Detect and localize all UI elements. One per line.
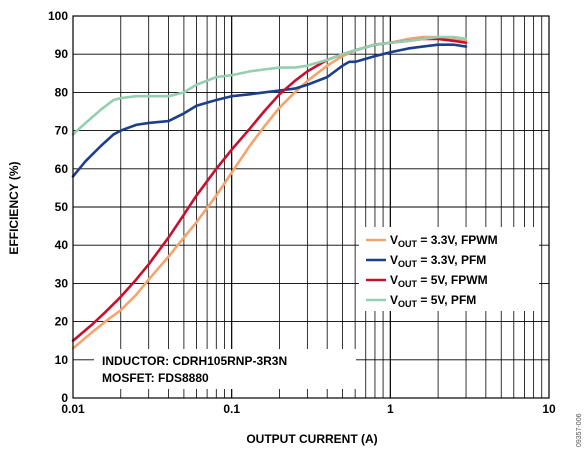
x-tick-label: 0.1 xyxy=(223,402,240,416)
legend-label-2: VOUT = 3.3V, PFM xyxy=(390,253,486,269)
x-tick-label: 1 xyxy=(387,402,394,416)
component-note: INDUCTOR: CDRH105RNP-3R3N MOSFET: FDS888… xyxy=(94,349,356,389)
y-tick-label: 0 xyxy=(61,391,68,405)
series-line-2 xyxy=(71,43,468,178)
series-line-1 xyxy=(71,35,468,350)
note-mosfet: MOSFET: FDS8880 xyxy=(102,371,209,385)
x-tick-label: 0.01 xyxy=(61,402,85,416)
y-tick-label: 100 xyxy=(48,9,68,23)
y-tick-label: 20 xyxy=(55,315,69,329)
y-tick-label: 40 xyxy=(55,238,69,252)
series-layer xyxy=(71,35,468,350)
grid xyxy=(72,15,550,399)
x-axis-label: OUTPUT CURRENT (A) xyxy=(246,432,377,446)
legend-box xyxy=(359,227,539,311)
note-box xyxy=(94,349,356,389)
legend-label-3: VOUT = 5V, FPWM xyxy=(390,273,488,289)
plot-frame xyxy=(72,15,550,399)
legend-label-1: VOUT = 3.3V, FPWM xyxy=(390,233,498,249)
y-tick-label: 50 xyxy=(55,200,69,214)
legend-label-4: VOUT = 5V, PFM xyxy=(390,293,476,309)
x-tick-labels: 0.01 0.1 1 10 xyxy=(61,402,556,416)
y-tick-label: 60 xyxy=(55,162,69,176)
y-tick-label: 90 xyxy=(55,47,69,61)
y-tick-label: 10 xyxy=(55,353,69,367)
y-tick-label: 70 xyxy=(55,124,69,138)
legend: VOUT = 3.3V, FPWM VOUT = 3.3V, PFM VOUT = … xyxy=(359,227,539,311)
series-line-4 xyxy=(71,35,468,136)
figure-id: 09357-006 xyxy=(576,413,583,447)
y-tick-label: 30 xyxy=(55,276,69,290)
x-tick-label: 10 xyxy=(542,402,556,416)
note-inductor: INDUCTOR: CDRH105RNP-3R3N xyxy=(102,354,287,368)
y-axis-label: EFFICIENCY (%) xyxy=(7,161,21,254)
y-tick-label: 80 xyxy=(55,85,69,99)
y-tick-labels: 0 10 20 30 40 50 60 70 80 90 100 xyxy=(48,9,68,405)
